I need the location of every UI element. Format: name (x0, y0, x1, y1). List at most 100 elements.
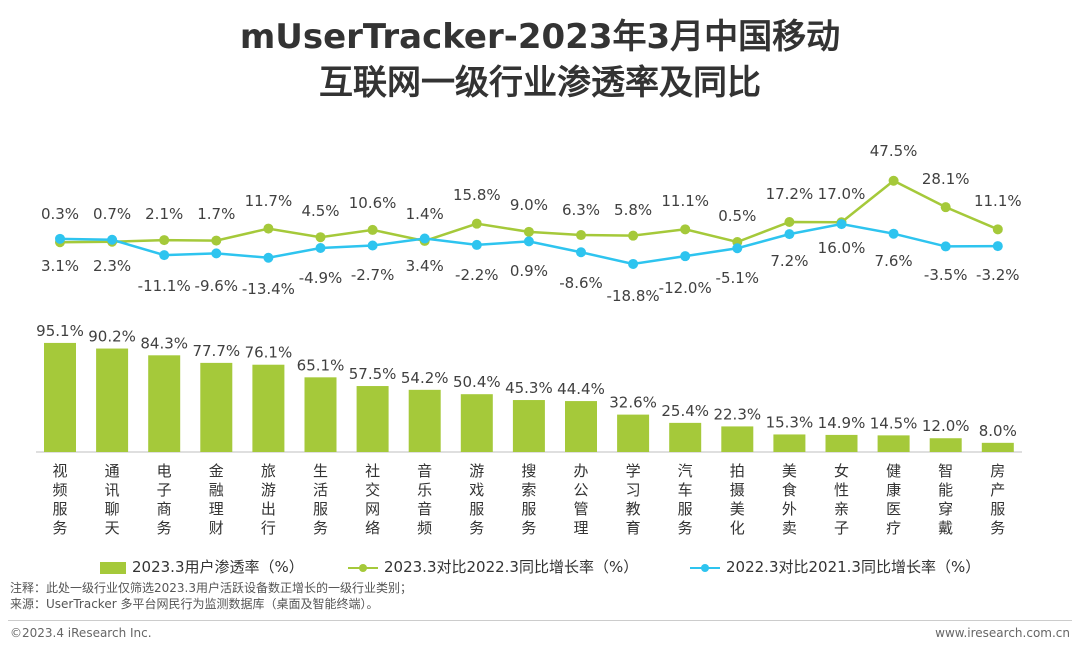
category-label-18: 房产服务 (990, 462, 1006, 537)
footer-divider (8, 620, 1072, 621)
point-2022-1 (107, 234, 118, 245)
source-text: 来源：UserTracker 多平台网民行为监测数据库（桌面及智能终端）。 (10, 597, 379, 611)
note-text: 注释：此处一级行业仅筛选2023.3用户活跃设备数正增长的一级行业类别； (10, 581, 412, 595)
category-label-6: 社交网络 (365, 462, 381, 537)
point-2022-10 (576, 247, 586, 258)
line-2022-label-0: 3.1% (41, 257, 79, 275)
bar-12 (669, 422, 702, 452)
chart-title-line1: mUserTracker-2023年3月中国移动 (239, 17, 841, 57)
line-2022-label-17: -3.5% (924, 266, 968, 284)
line-2022-label-9: 0.9% (510, 262, 548, 280)
bar-label-3: 77.7% (192, 342, 240, 360)
bar-18 (981, 442, 1014, 452)
point-2023-16 (888, 175, 899, 186)
category-label-9: 搜索服务 (521, 462, 537, 537)
chart-title-line2: 互联网一级行业渗透率及同比 (319, 63, 761, 103)
point-2023-9 (523, 226, 534, 237)
bar-3 (200, 362, 233, 452)
legend-bar-swatch (100, 561, 126, 574)
bar-label-1: 90.2% (88, 328, 136, 346)
category-label-8: 游戏服务 (469, 462, 485, 537)
bar-17 (929, 438, 962, 452)
point-2022-7 (419, 233, 430, 244)
line-2023-label-3: 1.7% (197, 205, 235, 223)
line-2023-label-15: 17.0% (818, 185, 866, 203)
bar-5 (304, 377, 337, 452)
point-2022-17 (940, 241, 951, 252)
bar-10 (565, 401, 597, 452)
point-2023-2 (159, 235, 170, 246)
legend: 2023.3用户渗透率（%） 2023.3对比2022.3同比增长率（%） 20… (0, 556, 1080, 580)
category-label-3: 金融理财 (208, 462, 224, 537)
point-2023-6 (367, 224, 378, 235)
category-label-10: 办公管理 (573, 462, 589, 537)
bar-14 (773, 434, 806, 452)
line-2022-label-8: -2.2% (455, 266, 499, 284)
bar-label-8: 50.4% (453, 373, 501, 391)
line-2022-label-2: -11.1% (138, 277, 191, 295)
line-2023-label-1: 0.7% (93, 205, 131, 223)
legend-item-line-2022: 2022.3对比2021.3同比增长率（%） (690, 556, 980, 578)
category-label-2: 电子商务 (156, 462, 172, 537)
point-2022-9 (523, 236, 534, 247)
bar-4 (252, 364, 285, 452)
point-2023-10 (576, 230, 586, 241)
category-label-17: 智能穿戴 (938, 462, 954, 537)
category-label-4: 旅游出行 (260, 462, 276, 537)
line-2022-label-12: -12.0% (659, 279, 712, 297)
line-2023-label-11: 5.8% (614, 201, 652, 219)
line-2023-label-6: 10.6% (349, 194, 397, 212)
legend-line-2023-label: 2023.3对比2022.3同比增长率（%） (384, 558, 639, 576)
line-2023-label-4: 11.7% (245, 192, 293, 210)
bar-label-15: 14.9% (818, 414, 866, 432)
bar-label-13: 22.3% (713, 405, 761, 423)
bar-13 (721, 426, 754, 452)
line-2022-label-10: -8.6% (559, 274, 603, 292)
bar-label-6: 57.5% (349, 365, 397, 383)
bar-label-10: 44.4% (557, 380, 605, 398)
line-2023-label-5: 4.5% (301, 202, 339, 220)
bar-label-12: 25.4% (661, 402, 709, 420)
line-2023-label-13: 0.5% (718, 207, 756, 225)
line-2023-label-18: 11.1% (974, 192, 1022, 210)
category-label-14: 美食外卖 (781, 462, 797, 537)
legend-line-2022-label: 2022.3对比2021.3同比增长率（%） (726, 558, 981, 576)
legend-item-bar: 2023.3用户渗透率（%） (100, 556, 304, 578)
point-2022-8 (471, 239, 482, 250)
line-2022-label-6: -2.7% (351, 266, 395, 284)
line-2022-label-1: 2.3% (93, 257, 131, 275)
bar-label-17: 12.0% (922, 417, 970, 435)
point-2022-11 (628, 258, 639, 269)
point-2023-3 (211, 235, 222, 246)
line-2022-label-14: 7.2% (770, 252, 808, 270)
point-2022-3 (211, 248, 222, 259)
point-2022-4 (263, 252, 274, 263)
bar-label-14: 15.3% (766, 413, 814, 431)
line-2022-label-16: 7.6% (875, 252, 913, 270)
bar-0 (44, 342, 76, 452)
category-label-11: 学习教育 (625, 462, 641, 537)
line-2022-label-11: -18.8% (607, 287, 660, 305)
bar-label-2: 84.3% (140, 334, 188, 352)
category-label-5: 生活服务 (312, 462, 328, 537)
point-2022-14 (784, 229, 795, 240)
bar-label-16: 14.5% (870, 414, 918, 432)
footer-copyright: ©2023.4 iResearch Inc. (10, 626, 152, 640)
line-2022-label-5: -4.9% (299, 269, 343, 287)
legend-item-line-2023: 2023.3对比2022.3同比增长率（%） (348, 556, 638, 578)
line-2023-label-8: 15.8% (453, 186, 501, 204)
legend-line-2022-swatch (690, 562, 720, 574)
point-2023-17 (940, 202, 951, 213)
point-2023-5 (315, 232, 326, 243)
line-2023-label-14: 17.2% (766, 185, 814, 203)
line-2022-label-18: -3.2% (976, 266, 1020, 284)
line-2022-label-7: 3.4% (406, 257, 444, 275)
line-2023-label-12: 11.1% (661, 192, 709, 210)
bar-1 (96, 348, 129, 452)
legend-line-2023-swatch (348, 562, 378, 574)
point-2022-13 (732, 243, 743, 254)
point-2023-8 (471, 218, 482, 229)
bar-label-0: 95.1% (36, 322, 84, 340)
point-2023-11 (628, 230, 639, 241)
category-label-1: 通讯聊天 (104, 462, 120, 537)
